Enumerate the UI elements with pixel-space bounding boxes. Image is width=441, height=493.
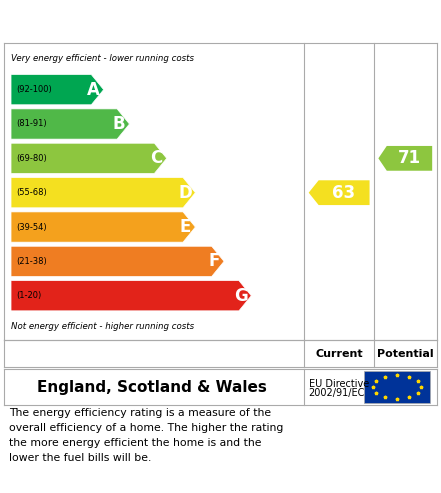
Polygon shape bbox=[11, 143, 167, 174]
Text: EU Directive: EU Directive bbox=[309, 379, 369, 389]
Text: (92-100): (92-100) bbox=[16, 85, 52, 94]
FancyBboxPatch shape bbox=[364, 371, 430, 403]
Text: (1-20): (1-20) bbox=[16, 291, 41, 300]
Text: (81-91): (81-91) bbox=[16, 119, 47, 129]
Text: G: G bbox=[234, 287, 248, 305]
Text: F: F bbox=[208, 252, 220, 270]
Text: Current: Current bbox=[315, 349, 363, 359]
Text: (55-68): (55-68) bbox=[16, 188, 47, 197]
Text: England, Scotland & Wales: England, Scotland & Wales bbox=[37, 380, 267, 394]
Polygon shape bbox=[11, 177, 195, 208]
Polygon shape bbox=[378, 146, 432, 171]
Polygon shape bbox=[11, 212, 195, 242]
Polygon shape bbox=[11, 109, 130, 139]
Text: The energy efficiency rating is a measure of the
overall efficiency of a home. T: The energy efficiency rating is a measur… bbox=[9, 408, 283, 463]
Polygon shape bbox=[11, 246, 224, 277]
Text: D: D bbox=[178, 184, 192, 202]
Text: Potential: Potential bbox=[377, 349, 434, 359]
Polygon shape bbox=[309, 180, 370, 205]
Text: Energy Efficiency Rating: Energy Efficiency Rating bbox=[13, 12, 301, 32]
Text: E: E bbox=[179, 218, 191, 236]
Polygon shape bbox=[11, 281, 251, 311]
Text: (69-80): (69-80) bbox=[16, 154, 47, 163]
Text: 63: 63 bbox=[332, 184, 355, 202]
Text: C: C bbox=[150, 149, 163, 167]
Text: B: B bbox=[113, 115, 126, 133]
Polygon shape bbox=[11, 74, 104, 105]
Text: A: A bbox=[87, 81, 100, 99]
Text: Not energy efficient - higher running costs: Not energy efficient - higher running co… bbox=[11, 322, 194, 331]
Text: (21-38): (21-38) bbox=[16, 257, 47, 266]
Text: (39-54): (39-54) bbox=[16, 222, 47, 232]
Text: Very energy efficient - lower running costs: Very energy efficient - lower running co… bbox=[11, 54, 194, 63]
Text: 71: 71 bbox=[398, 149, 421, 167]
Text: 2002/91/EC: 2002/91/EC bbox=[309, 388, 365, 398]
